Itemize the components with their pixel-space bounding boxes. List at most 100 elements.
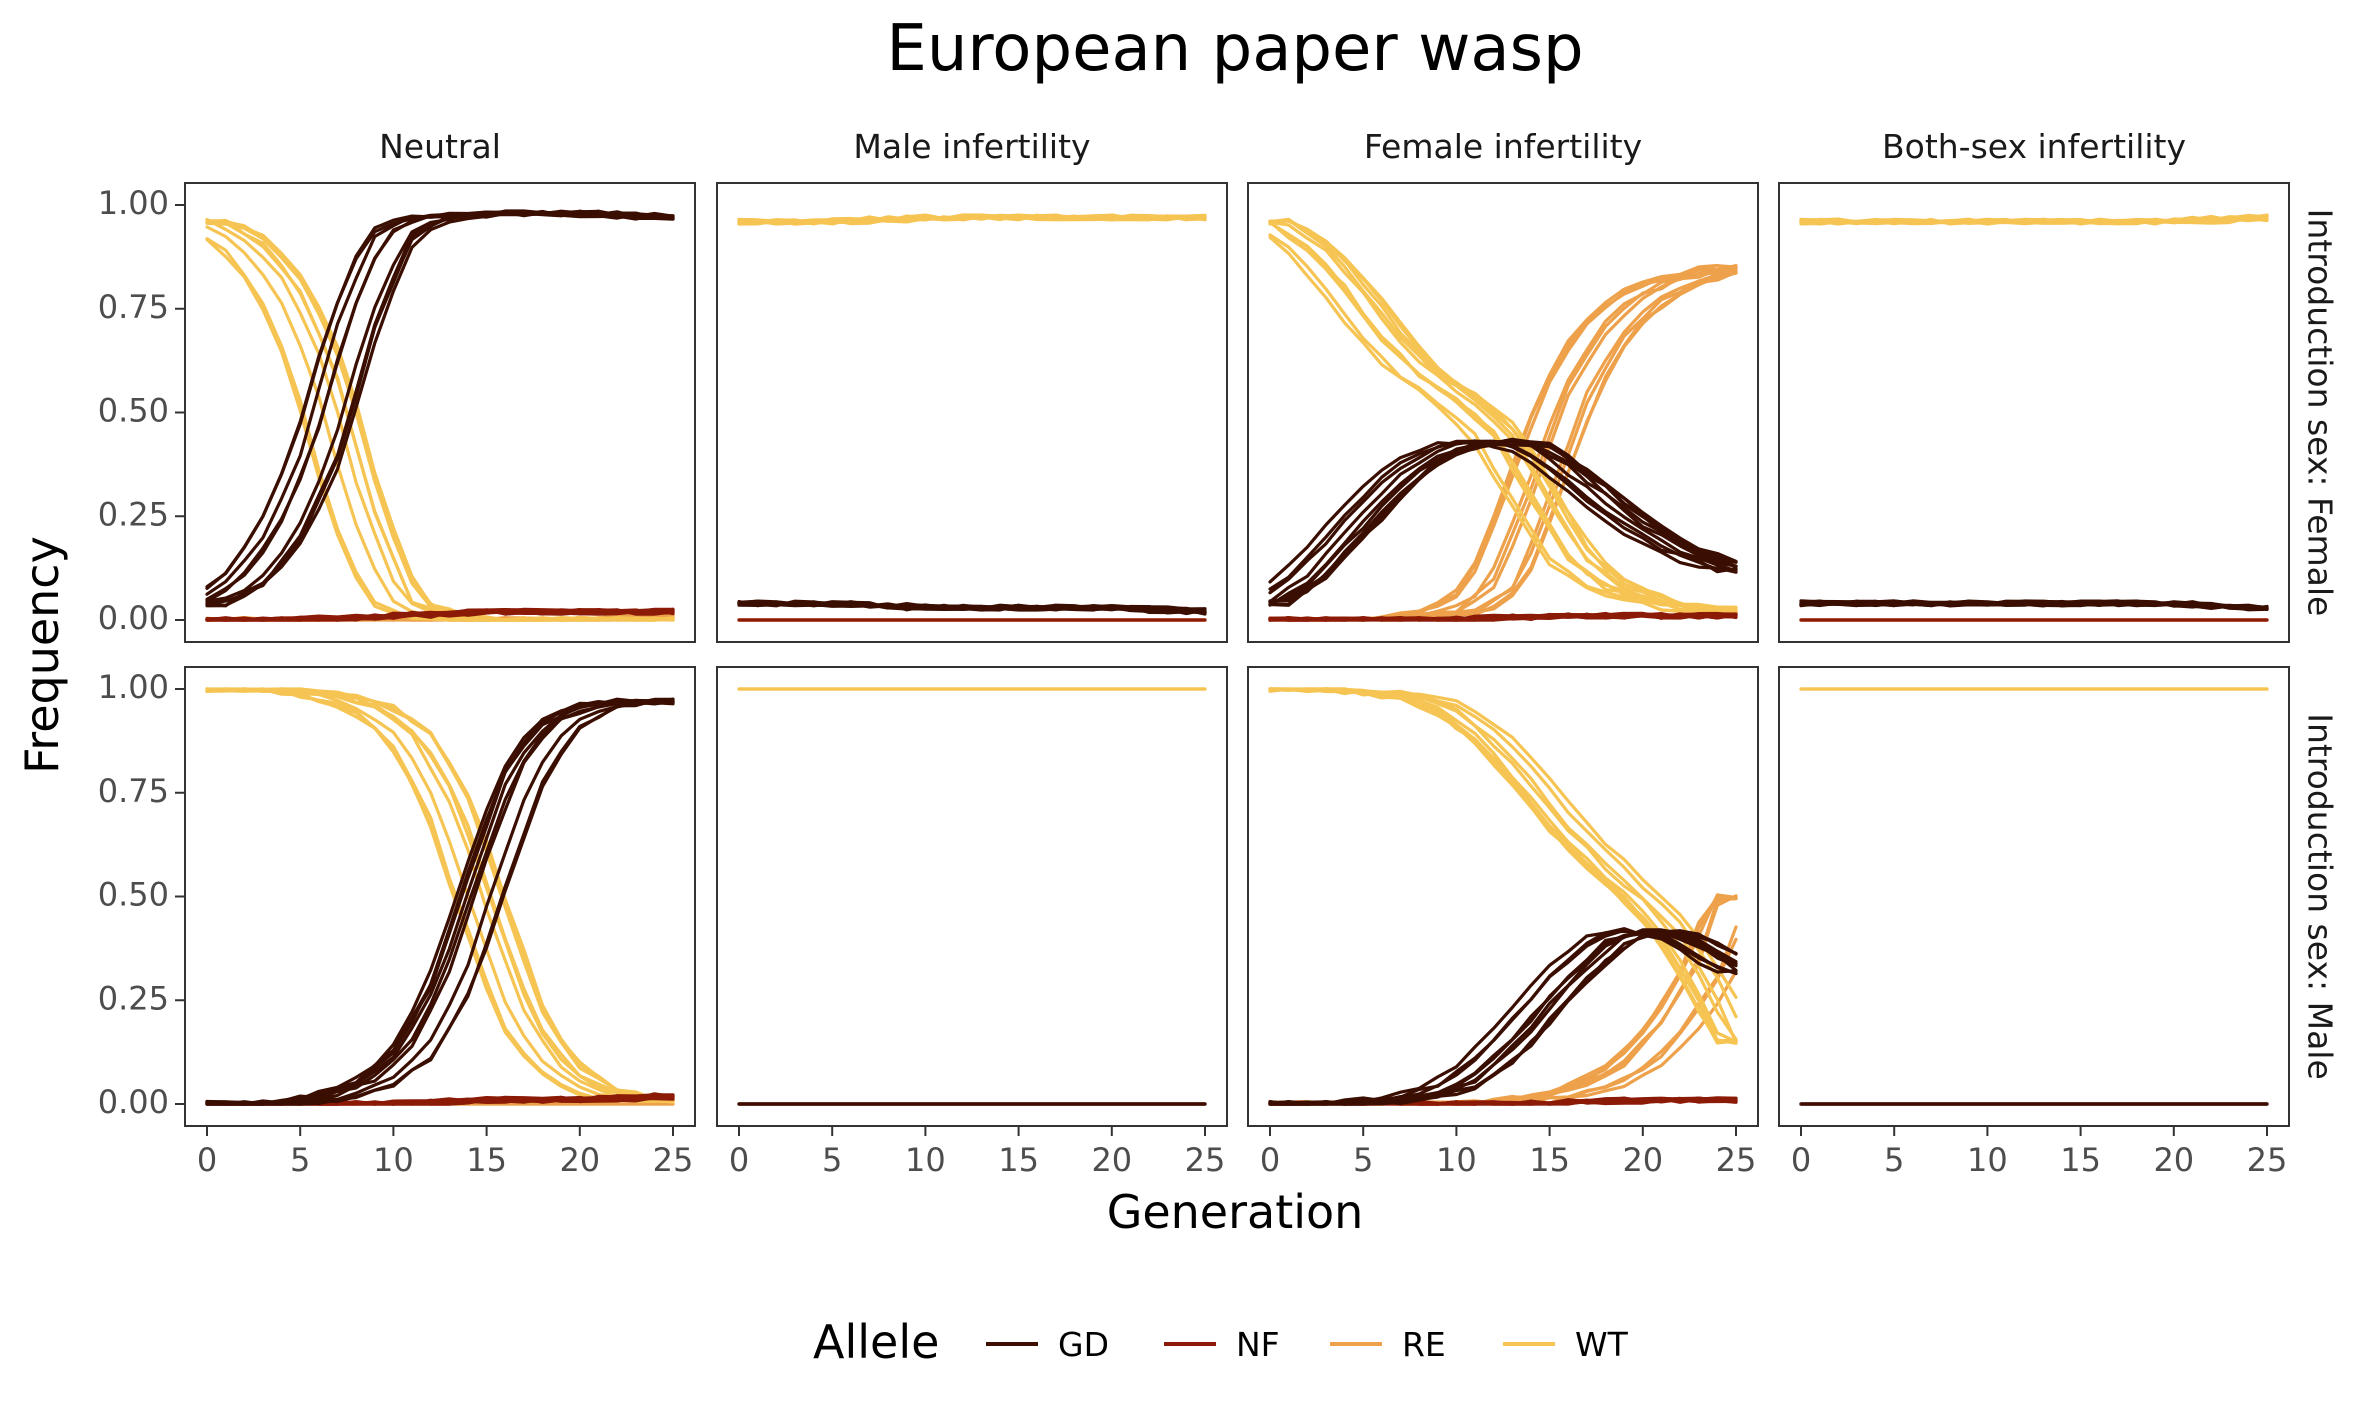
x-tick-label: 15 bbox=[466, 1141, 507, 1179]
series-line-wt bbox=[1268, 218, 1738, 615]
panel-border bbox=[1778, 666, 2290, 1127]
series-gd bbox=[737, 599, 1207, 616]
y-tick-label: 0.75 bbox=[98, 288, 169, 326]
series-nf bbox=[1268, 611, 1738, 622]
series-line-wt bbox=[1268, 687, 1738, 1045]
x-tick-label: 5 bbox=[822, 1141, 842, 1179]
series-line-wt bbox=[205, 687, 675, 1103]
x-tick-label: 5 bbox=[290, 1141, 310, 1179]
x-tick-label: 0 bbox=[1260, 1141, 1280, 1179]
series-line-wt bbox=[1268, 687, 1738, 1043]
x-tick-label: 25 bbox=[2247, 1141, 2288, 1179]
series-line-gd bbox=[205, 209, 675, 601]
series-gd bbox=[205, 209, 675, 608]
panel bbox=[1778, 182, 2290, 643]
panel: 0 5 10 15 20 25 bbox=[1247, 666, 1759, 1179]
x-tick-label: 25 bbox=[1185, 1141, 1226, 1179]
y-tick-label: 0.75 bbox=[98, 772, 169, 810]
panel bbox=[716, 182, 1228, 643]
series-line-nf bbox=[205, 608, 675, 622]
series-line-wt bbox=[1799, 214, 2269, 226]
legend-title: Allele bbox=[813, 1315, 939, 1369]
legend-entries: GD NF RE WT bbox=[986, 1325, 1629, 1364]
series-wt bbox=[205, 218, 675, 622]
column-strip-label: Neutral bbox=[379, 127, 501, 166]
series-wt bbox=[737, 213, 1207, 226]
series-line-gd bbox=[1799, 599, 2269, 610]
legend-label-wt: WT bbox=[1575, 1325, 1629, 1364]
y-tick-label: 0.50 bbox=[98, 392, 169, 430]
series-wt bbox=[205, 687, 675, 1104]
series-line-gd bbox=[205, 209, 675, 603]
column-strip-label: Male infertility bbox=[853, 127, 1090, 166]
series-line-gd bbox=[205, 698, 675, 1106]
panel-border bbox=[716, 666, 1228, 1127]
x-tick-label: 10 bbox=[1436, 1141, 1477, 1179]
x-tick-label: 20 bbox=[1622, 1141, 1663, 1179]
series-wt bbox=[1799, 213, 2269, 226]
series-wt bbox=[1268, 687, 1738, 1045]
series-line-gd bbox=[205, 209, 675, 603]
series-gd bbox=[1268, 437, 1738, 607]
panel-border bbox=[184, 666, 696, 1127]
series-line-wt bbox=[1268, 687, 1738, 1045]
row-strip-label: Introduction sex: Male bbox=[2301, 713, 2340, 1080]
series-line-wt bbox=[1268, 687, 1738, 1045]
series-line-gd bbox=[205, 699, 675, 1106]
series-line-gd bbox=[737, 600, 1207, 616]
x-tick-label: 15 bbox=[1529, 1141, 1570, 1179]
panel-border bbox=[1247, 666, 1759, 1127]
series-gd bbox=[1268, 927, 1738, 1106]
series-gd bbox=[1799, 599, 2269, 612]
series-line-wt bbox=[1268, 687, 1738, 1045]
x-tick-label: 20 bbox=[1091, 1141, 1132, 1179]
panel bbox=[1247, 182, 1759, 643]
series-gd bbox=[205, 697, 675, 1106]
x-tick-label: 25 bbox=[653, 1141, 694, 1179]
legend-label-nf: NF bbox=[1236, 1325, 1280, 1364]
y-tick-label: 0.25 bbox=[98, 979, 169, 1017]
series-line-gd bbox=[1268, 439, 1738, 591]
y-tick-label: 1.00 bbox=[98, 184, 169, 222]
legend-label-re: RE bbox=[1402, 1325, 1446, 1364]
x-tick-label: 10 bbox=[905, 1141, 946, 1179]
series-line-wt bbox=[1268, 217, 1738, 613]
y-axis-title: Frequency bbox=[15, 536, 69, 774]
panel: 0 5 10 15 20 25 bbox=[716, 666, 1228, 1179]
x-tick-label: 10 bbox=[1967, 1141, 2008, 1179]
y-tick-label: 0.50 bbox=[98, 876, 169, 914]
series-line-wt bbox=[1268, 687, 1738, 1044]
y-tick-label: 0.00 bbox=[98, 1083, 169, 1121]
series-line-nf bbox=[1268, 612, 1738, 622]
series-line-wt bbox=[1268, 220, 1738, 613]
series-line-re bbox=[1268, 969, 1738, 1106]
x-tick-label: 15 bbox=[998, 1141, 1039, 1179]
column-strip-label: Both-sex infertility bbox=[1882, 127, 2186, 166]
panels: Neutral Male infertility Female infertilit… bbox=[98, 127, 2340, 1179]
series-line-wt bbox=[1268, 687, 1738, 1044]
series-line-wt bbox=[1268, 687, 1738, 1041]
series-nf bbox=[205, 607, 675, 622]
x-axis-title: Generation bbox=[1107, 1185, 1364, 1239]
legend: Allele GD NF RE WT bbox=[813, 1315, 1629, 1369]
y-tick-label: 1.00 bbox=[98, 668, 169, 706]
x-tick-label: 5 bbox=[1353, 1141, 1373, 1179]
y-tick-label: 0.00 bbox=[98, 599, 169, 637]
panel: 0.00 0.25 0.50 0.75 1.00 0 5 10 15 20 25 bbox=[98, 666, 696, 1179]
series-line-gd bbox=[1268, 930, 1738, 1106]
series-line-wt bbox=[1268, 687, 1738, 1019]
x-tick-label: 20 bbox=[559, 1141, 600, 1179]
x-tick-label: 25 bbox=[1716, 1141, 1757, 1179]
series-line-gd bbox=[1268, 927, 1738, 1106]
panel-border bbox=[716, 182, 1228, 643]
series-line-gd bbox=[205, 209, 675, 596]
series-line-wt bbox=[205, 687, 675, 1103]
series-line-gd bbox=[1268, 439, 1738, 584]
x-tick-label: 10 bbox=[373, 1141, 414, 1179]
legend-label-gd: GD bbox=[1058, 1325, 1109, 1364]
x-tick-label: 0 bbox=[197, 1141, 217, 1179]
x-tick-label: 20 bbox=[2153, 1141, 2194, 1179]
panel: 0.00 0.25 0.50 0.75 1.00 bbox=[98, 182, 696, 643]
x-tick-label: 0 bbox=[1791, 1141, 1811, 1179]
